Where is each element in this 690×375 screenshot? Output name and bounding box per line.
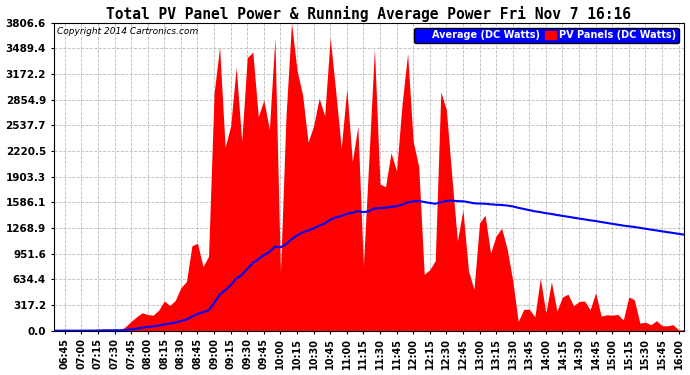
Title: Total PV Panel Power & Running Average Power Fri Nov 7 16:16: Total PV Panel Power & Running Average P…	[106, 6, 631, 21]
Text: Copyright 2014 Cartronics.com: Copyright 2014 Cartronics.com	[57, 27, 198, 36]
Legend: Average (DC Watts), PV Panels (DC Watts): Average (DC Watts), PV Panels (DC Watts)	[414, 28, 679, 44]
